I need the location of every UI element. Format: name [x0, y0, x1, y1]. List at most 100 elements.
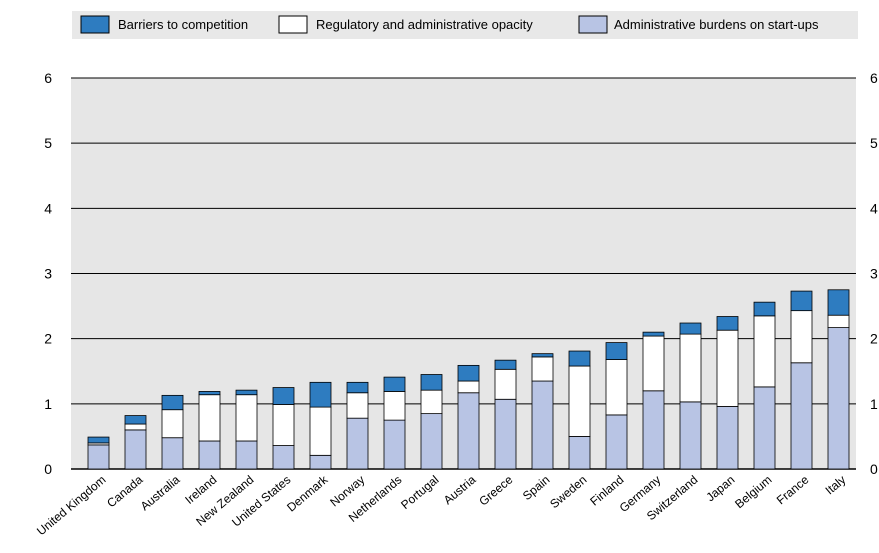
- legend: Barriers to competition Regulatory and a…: [72, 11, 858, 39]
- bar-stack: [420, 374, 443, 470]
- bar-stack: [605, 342, 628, 470]
- bar-segment: [605, 359, 628, 416]
- bar-segment: [235, 440, 258, 470]
- bar-segment: [235, 394, 258, 442]
- y-tick-label-right: 5: [870, 135, 878, 151]
- y-tick-label-right: 6: [870, 70, 878, 86]
- bar-stack: [679, 322, 702, 470]
- bar-segment: [753, 301, 776, 317]
- bar-segment: [383, 376, 406, 392]
- bar-stack: [235, 389, 258, 470]
- bar-segment: [568, 365, 591, 437]
- x-tick-label: Denmark: [284, 472, 331, 515]
- legend-item-barriers: Barriers to competition: [80, 15, 248, 34]
- bar-segment: [605, 414, 628, 470]
- bar-segment: [494, 368, 517, 400]
- bar-segment: [198, 440, 221, 470]
- bar-segment: [124, 423, 147, 431]
- bar-segment: [383, 419, 406, 470]
- bar-segment: [272, 387, 295, 405]
- y-tick-label: 2: [44, 331, 52, 347]
- bar-stack: [161, 394, 184, 470]
- y-axis-left: 0 1 2 3 4 5 6: [44, 70, 52, 477]
- bar-segment: [679, 333, 702, 403]
- bar-segment: [642, 331, 665, 337]
- x-tick-label: Austria: [441, 472, 479, 507]
- bar-segment: [716, 406, 739, 470]
- y-tick-label: 0: [44, 461, 52, 477]
- x-tick-label: Belgium: [732, 473, 774, 512]
- y-tick-label-right: 4: [870, 200, 878, 216]
- x-tick-label: Greece: [476, 472, 515, 508]
- bar-stack: [531, 353, 554, 470]
- y-tick-label: 1: [44, 396, 52, 412]
- y-tick-label-right: 1: [870, 396, 878, 412]
- bars: [87, 289, 850, 470]
- legend-swatch-burdens: [578, 15, 608, 34]
- x-tick-label: Spain: [520, 473, 553, 503]
- y-axis-right: 0 1 2 3 4 5 6: [870, 70, 878, 477]
- legend-swatch-barriers: [80, 15, 110, 34]
- bar-segment: [827, 314, 850, 328]
- x-tick-label: Sweden: [547, 473, 589, 512]
- bar-segment: [87, 444, 110, 470]
- x-tick-label: Portugal: [398, 473, 441, 512]
- bar-segment: [753, 315, 776, 388]
- bar-segment: [457, 364, 480, 382]
- bar-segment: [161, 409, 184, 439]
- bar-segment: [679, 401, 702, 470]
- bar-segment: [531, 353, 554, 358]
- bar-segment: [457, 392, 480, 470]
- legend-background: [72, 11, 858, 39]
- bar-segment: [753, 386, 776, 470]
- bar-segment: [161, 394, 184, 411]
- bar-stack: [494, 359, 517, 470]
- bar-segment: [420, 413, 443, 470]
- bar-stack: [309, 381, 332, 470]
- bar-segment: [827, 289, 850, 316]
- x-tick-label: Italy: [823, 473, 849, 498]
- bar-stack: [457, 364, 480, 470]
- legend-item-burdens: Administrative burdens on start-ups: [578, 15, 819, 34]
- bar-segment: [494, 359, 517, 370]
- bar-segment: [790, 290, 813, 312]
- bar-segment: [309, 381, 332, 408]
- bar-segment: [161, 437, 184, 470]
- bar-segment: [124, 415, 147, 425]
- y-tick-label: 6: [44, 70, 52, 86]
- bar-segment: [827, 327, 850, 470]
- bar-segment: [531, 356, 554, 382]
- bar-stack: [383, 376, 406, 470]
- bar-stack: [642, 331, 665, 470]
- legend-label-barriers: Barriers to competition: [118, 17, 248, 32]
- bar-stack: [87, 436, 110, 470]
- bar-segment: [679, 322, 702, 335]
- bar-stack: [827, 289, 850, 470]
- bar-stack: [790, 290, 813, 470]
- y-tick-label: 3: [44, 266, 52, 282]
- bar-stack: [272, 387, 295, 470]
- y-tick-label: 5: [44, 135, 52, 151]
- legend-swatch-opacity: [278, 15, 308, 34]
- y-tick-label-right: 0: [870, 461, 878, 477]
- bar-segment: [346, 417, 369, 470]
- bar-segment: [457, 380, 480, 394]
- bar-segment: [420, 389, 443, 415]
- bar-stack: [124, 415, 147, 470]
- bar-stack: [346, 381, 369, 470]
- bar-segment: [716, 329, 739, 407]
- y-tick-label: 4: [44, 200, 52, 216]
- bar-segment: [309, 406, 332, 456]
- bar-segment: [235, 389, 258, 396]
- bar-segment: [605, 342, 628, 360]
- bar-segment: [309, 454, 332, 470]
- bar-segment: [124, 429, 147, 470]
- bar-segment: [568, 436, 591, 470]
- bar-segment: [346, 392, 369, 419]
- bar-segment: [531, 380, 554, 470]
- bar-segment: [790, 362, 813, 470]
- bar-segment: [383, 391, 406, 421]
